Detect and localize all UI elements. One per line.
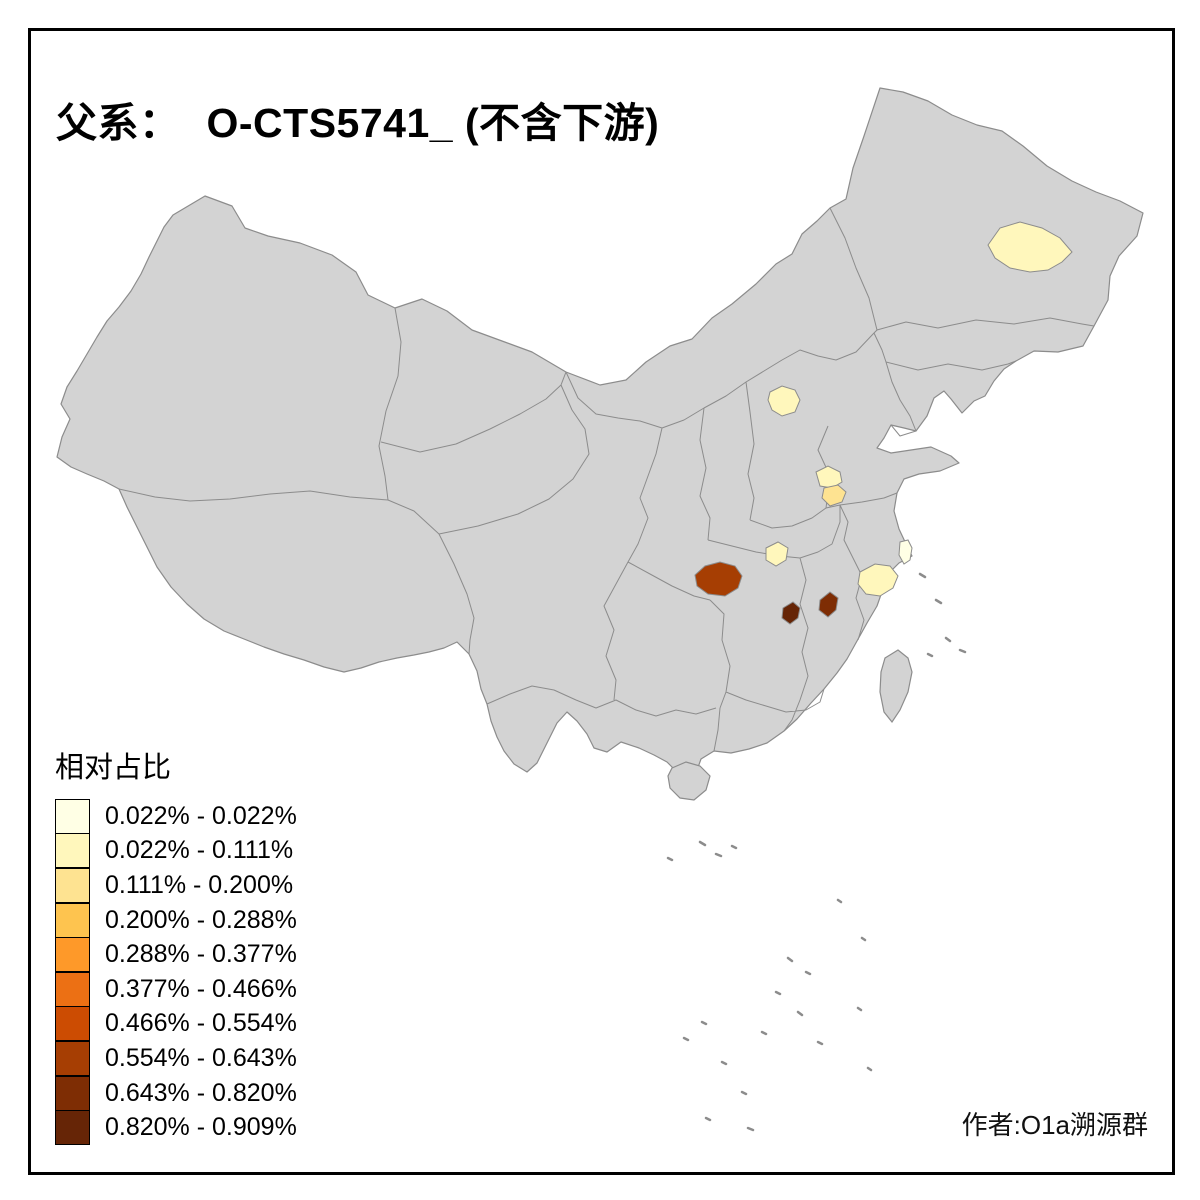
title-main: O-CTS5741_ (不含下游)	[206, 100, 660, 147]
highlight-region	[765, 541, 789, 567]
highlight-region	[815, 465, 843, 489]
legend-label: 0.643% - 0.820%	[105, 1078, 297, 1107]
legend-row: 0.466% - 0.554%	[55, 1006, 297, 1042]
legend-row: 0.820% - 0.909%	[55, 1110, 297, 1146]
legend-label: 0.022% - 0.111%	[105, 836, 294, 865]
legend-label: 0.200% - 0.288%	[105, 905, 297, 934]
highlight-region	[818, 591, 839, 618]
highlight-region	[821, 484, 847, 507]
legend-label: 0.288% - 0.377%	[105, 940, 297, 969]
highlight-region	[694, 561, 743, 597]
legend-swatch	[55, 902, 90, 938]
legend-swatch	[55, 833, 90, 869]
legend-label: 0.377% - 0.466%	[105, 974, 297, 1003]
highlight-region	[767, 385, 801, 417]
highlight-region	[987, 221, 1073, 273]
legend-swatch	[55, 1110, 90, 1146]
legend-row: 0.554% - 0.643%	[55, 1040, 297, 1076]
legend-row: 0.022% - 0.022%	[55, 798, 297, 834]
small-islands	[666, 572, 967, 1132]
taiwan-island	[879, 649, 913, 724]
legend-label: 0.820% - 0.909%	[105, 1113, 297, 1142]
legend-swatch	[55, 867, 90, 903]
legend-items: 0.022% - 0.022% 0.022% - 0.111% 0.111% - 0…	[55, 798, 297, 1146]
legend-label: 0.022% - 0.022%	[105, 801, 297, 830]
legend-swatch	[55, 937, 90, 973]
legend-swatch	[55, 798, 90, 834]
highlight-region	[898, 539, 913, 565]
hainan-island	[667, 761, 711, 801]
legend-row: 0.022% - 0.111%	[55, 833, 297, 869]
legend-row: 0.200% - 0.288%	[55, 902, 297, 938]
highlight-regions	[694, 221, 1073, 625]
legend-label: 0.554% - 0.643%	[105, 1043, 297, 1072]
legend-swatch	[55, 1075, 90, 1111]
author-credit: 作者:O1a溯源群	[961, 1110, 1148, 1140]
legend-label: 0.466% - 0.554%	[105, 1009, 297, 1038]
highlight-region	[781, 601, 801, 625]
legend-row: 0.288% - 0.377%	[55, 937, 297, 973]
legend-swatch	[55, 971, 90, 1007]
legend: 相对占比 0.022% - 0.022% 0.022% - 0.111% 0.111…	[55, 744, 297, 1146]
china-mainland	[56, 87, 1144, 782]
highlight-region	[857, 563, 899, 597]
legend-row: 0.643% - 0.820%	[55, 1075, 297, 1111]
legend-title: 相对占比	[55, 752, 172, 784]
plot-title: 父系： O-CTS5741_ (不含下游)	[56, 89, 659, 149]
legend-swatch	[55, 1040, 90, 1076]
title-prefix: 父系：	[56, 100, 181, 147]
legend-label: 0.111% - 0.200%	[105, 870, 294, 899]
legend-row: 0.377% - 0.466%	[55, 971, 297, 1007]
legend-swatch	[55, 1006, 90, 1042]
legend-row: 0.111% - 0.200%	[55, 867, 297, 903]
province-borders	[118, 207, 1095, 752]
